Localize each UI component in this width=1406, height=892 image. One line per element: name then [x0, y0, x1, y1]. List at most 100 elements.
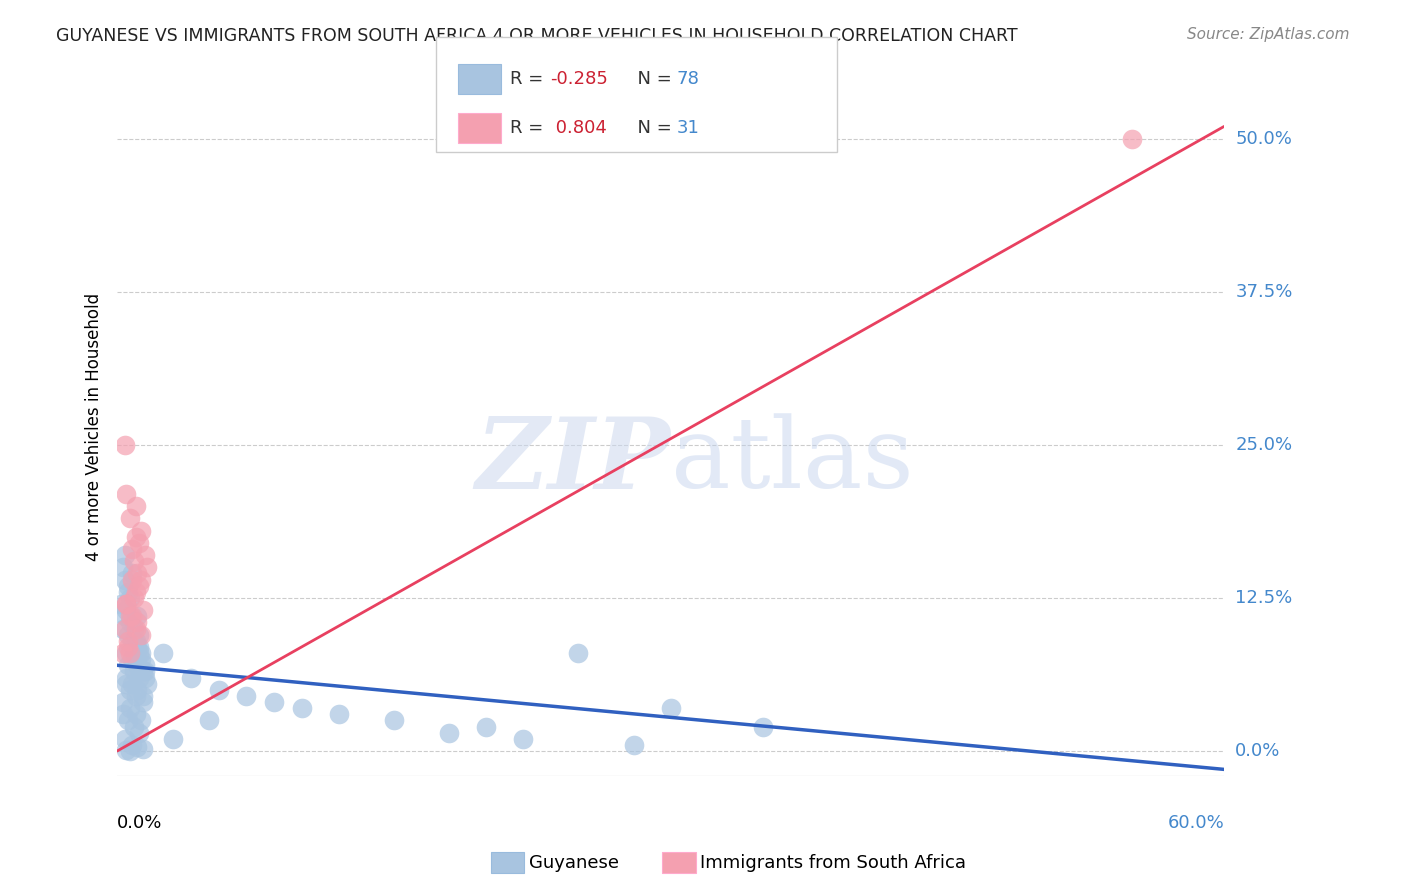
Point: [115, 743, 138, 757]
Text: 0.804: 0.804: [550, 120, 606, 137]
Text: 60.0%: 60.0%: [1167, 814, 1225, 832]
Point: [291, 701, 314, 715]
Point: [111, 707, 134, 722]
Point: [128, 640, 150, 654]
Point: [512, 731, 534, 746]
Point: [132, 695, 155, 709]
Text: -0.285: -0.285: [550, 70, 607, 87]
Point: [114, 609, 136, 624]
Point: [121, 676, 143, 690]
Point: [111, 622, 134, 636]
Text: Guyanese: Guyanese: [529, 854, 619, 871]
Point: [115, 646, 138, 660]
Point: [124, 652, 146, 666]
Point: [127, 682, 149, 697]
Point: [121, 633, 143, 648]
Point: [120, 646, 142, 660]
Text: R =: R =: [510, 70, 550, 87]
Point: [120, 682, 142, 697]
Point: [134, 548, 156, 562]
Point: [115, 603, 138, 617]
Text: Source: ZipAtlas.com: Source: ZipAtlas.com: [1187, 27, 1350, 42]
Point: [122, 646, 145, 660]
Point: [120, 609, 142, 624]
Text: 78: 78: [676, 70, 699, 87]
Point: [122, 633, 145, 648]
Point: [114, 438, 136, 452]
Point: [128, 671, 150, 685]
Point: [127, 615, 149, 630]
Point: [124, 689, 146, 703]
Point: [124, 707, 146, 722]
Point: [114, 731, 136, 746]
Text: R =: R =: [510, 120, 550, 137]
Text: 25.0%: 25.0%: [1236, 436, 1292, 454]
Point: [120, 591, 142, 605]
Point: [122, 591, 145, 605]
Point: [114, 622, 136, 636]
Point: [115, 487, 138, 501]
Point: [121, 738, 143, 752]
Text: ZIP: ZIP: [475, 413, 671, 509]
Point: [162, 731, 184, 746]
Point: [128, 536, 150, 550]
Point: [124, 646, 146, 660]
Point: [198, 714, 221, 728]
Point: [117, 579, 139, 593]
Point: [122, 665, 145, 679]
Point: [117, 628, 139, 642]
Point: [117, 714, 139, 728]
Point: [114, 573, 136, 587]
Point: [124, 622, 146, 636]
Point: [111, 646, 134, 660]
Point: [128, 725, 150, 739]
Point: [129, 646, 152, 660]
Text: 31: 31: [676, 120, 699, 137]
Point: [121, 566, 143, 581]
Point: [111, 695, 134, 709]
Point: [117, 640, 139, 654]
Point: [124, 530, 146, 544]
Point: [127, 658, 149, 673]
Point: [328, 707, 350, 722]
Point: [121, 573, 143, 587]
Point: [208, 682, 231, 697]
Point: [623, 738, 645, 752]
Point: [122, 622, 145, 636]
Point: [117, 633, 139, 648]
Point: [129, 573, 152, 587]
Text: 50.0%: 50.0%: [1236, 129, 1292, 148]
Point: [135, 560, 157, 574]
Point: [129, 628, 152, 642]
Point: [235, 689, 257, 703]
Point: [127, 640, 149, 654]
Text: N =: N =: [626, 120, 678, 137]
Point: [135, 676, 157, 690]
Point: [110, 597, 132, 611]
Point: [134, 671, 156, 685]
Point: [115, 597, 138, 611]
Point: [128, 628, 150, 642]
Point: [129, 714, 152, 728]
Point: [124, 584, 146, 599]
Point: [132, 665, 155, 679]
Point: [120, 511, 142, 525]
Point: [122, 554, 145, 568]
Text: 37.5%: 37.5%: [1236, 283, 1292, 301]
Point: [180, 671, 202, 685]
Point: [127, 566, 149, 581]
Point: [127, 740, 149, 755]
Point: [263, 695, 285, 709]
Point: [120, 701, 142, 715]
Point: [659, 701, 682, 715]
Text: GUYANESE VS IMMIGRANTS FROM SOUTH AFRICA 4 OR MORE VEHICLES IN HOUSEHOLD CORRELA: GUYANESE VS IMMIGRANTS FROM SOUTH AFRICA…: [56, 27, 1018, 45]
Y-axis label: 4 or more Vehicles in Household: 4 or more Vehicles in Household: [86, 293, 103, 560]
Point: [152, 646, 174, 660]
Point: [111, 560, 134, 574]
Point: [128, 579, 150, 593]
Point: [115, 597, 138, 611]
Point: [382, 714, 405, 728]
Point: [132, 603, 155, 617]
Text: Immigrants from South Africa: Immigrants from South Africa: [700, 854, 966, 871]
Point: [124, 633, 146, 648]
